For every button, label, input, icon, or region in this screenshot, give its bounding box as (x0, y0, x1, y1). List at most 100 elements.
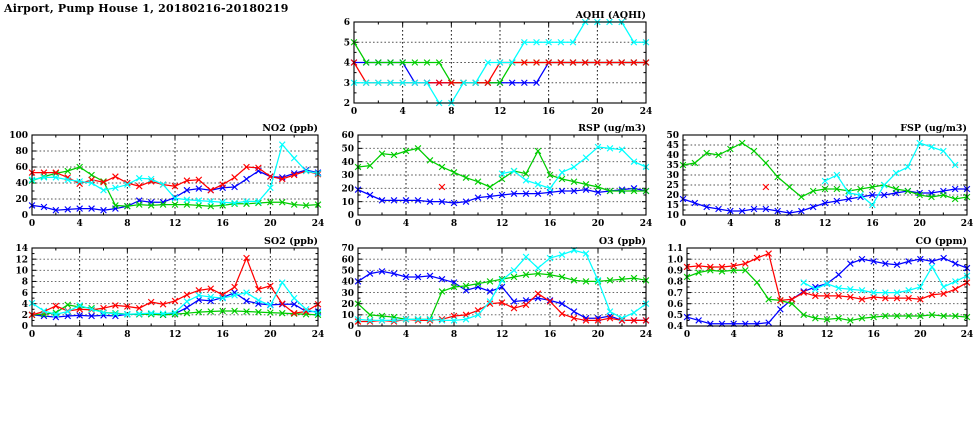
y-tick-label: 20 (666, 191, 679, 201)
series-series_1-fsp (679, 185, 971, 217)
x-tick-label: 16 (544, 219, 557, 229)
y-tick-label: 1.1 (667, 244, 683, 254)
y-tick-label: 0.4 (667, 322, 683, 332)
y-tick-label: 20 (341, 185, 354, 195)
x-tick-label: 12 (819, 219, 832, 229)
y-tick-label: 14 (15, 244, 28, 254)
x-tick-label: 8 (124, 219, 130, 229)
chart-panel-o3: O3 (ppb) 0 10 20 30 40 50 60 70 0 4 8 12 16 20 24 (332, 234, 652, 346)
y-tick-label: 35 (666, 161, 679, 171)
y-tick-label: 10 (666, 211, 679, 221)
chart-co: CO (ppm) 0.40.50.60.70.8 0.91.01.1 0 4 8 12 16 2… (667, 236, 974, 340)
y-tick-label: 60 (15, 163, 28, 173)
x-tick-label: 24 (640, 107, 653, 117)
x-tick-label: 20 (914, 330, 927, 340)
y-tick-label: 40 (666, 151, 679, 161)
y-tick-label: 10 (15, 266, 28, 276)
y-tick-label: 12 (15, 255, 28, 265)
x-tick-label: 24 (640, 219, 653, 229)
y-tick-label: 0.7 (667, 289, 683, 299)
x-tick-label: 0 (355, 330, 361, 340)
series-series_1-rsp (354, 185, 650, 207)
y-tick-label: 60 (341, 255, 354, 265)
y-tick-label: 0.8 (667, 278, 683, 288)
y-tick-label: 4 (22, 300, 28, 310)
y-tick-label: 60 (341, 131, 354, 141)
x-tick-label: 8 (451, 219, 457, 229)
chart-title-o3: O3 (ppb) (599, 236, 646, 247)
y-tick-label: 3 (344, 79, 350, 89)
x-tick-label: 16 (867, 330, 880, 340)
x-tick-label: 8 (775, 219, 781, 229)
x-tick-label: 20 (592, 219, 605, 229)
x-tick-label: 0 (355, 219, 361, 229)
y-tick-label: 45 (666, 141, 679, 151)
y-tick-label: 6 (22, 289, 28, 299)
x-tick-label: 12 (496, 330, 509, 340)
x-tick-label: 8 (124, 330, 130, 340)
x-tick-label: 4 (727, 219, 733, 229)
series-series_4-fsp (821, 139, 959, 209)
x-tick-label: 20 (264, 219, 277, 229)
chart-title-no2: NO2 (ppb) (262, 123, 318, 134)
chart-panel-aqhi: AQHI (AQHI) 2 3 4 5 6 0 4 8 12 16 20 24 (332, 8, 653, 121)
series-series_4-co (800, 263, 971, 296)
x-tick-label: 24 (961, 330, 974, 340)
chart-title-so2: SO2 (ppb) (264, 236, 318, 247)
x-tick-label: 4 (403, 219, 409, 229)
x-tick-label: 4 (77, 330, 83, 340)
series-series_2-fsp (679, 139, 971, 203)
x-tick-label: 16 (544, 330, 557, 340)
x-tick-label: 12 (496, 219, 509, 229)
chart-no2: NO2 (ppb) 0 20 40 60 80 100 0 4 8 12 16 20 24 (9, 123, 325, 229)
x-tick-label: 8 (777, 330, 783, 340)
chart-panel-co: CO (ppm) 0.4 0.5 0.6 0.7 0.8 0.9 1.0 1.1 0 4 8 12 16 2… (657, 234, 973, 346)
series-series_2-rsp (354, 145, 650, 195)
y-tick-label: 30 (666, 171, 679, 181)
y-tick-label: 4 (344, 59, 350, 69)
y-tick-label: 100 (9, 131, 28, 141)
x-tick-label: 24 (640, 330, 653, 340)
chart-panel-fsp: FSP (ug/m3) 10 15 20 25 30 35 40 45 50 0 4 8 12 16 20 24 (657, 121, 973, 233)
page-title: Airport, Pump House 1, 20180216-20180219 (4, 2, 289, 15)
x-tick-label: 0 (29, 330, 35, 340)
y-tick-label: 10 (341, 311, 354, 321)
x-tick-label: 20 (592, 330, 605, 340)
x-tick-label: 12 (494, 107, 507, 117)
y-tick-label: 50 (341, 266, 354, 276)
y-tick-label: 10 (341, 198, 354, 208)
y-tick-label: 0 (348, 322, 354, 332)
x-tick-label: 0 (351, 107, 357, 117)
y-tick-label: 1.0 (667, 255, 683, 265)
chart-rsp: RSP (ug/m3) 0 10 20 30 40 50 60 0 4 8 12 16 20 24 (341, 123, 653, 229)
y-tick-label: 0.6 (667, 300, 683, 310)
x-tick-label: 8 (451, 330, 457, 340)
x-tick-label: 16 (216, 219, 229, 229)
y-tick-label: 2 (344, 99, 350, 109)
y-tick-label: 0.9 (667, 266, 683, 276)
series-series_3-rsp (438, 183, 446, 191)
series-series_4-no2 (28, 141, 322, 207)
x-tick-label: 12 (821, 330, 834, 340)
y-tick-label: 0.5 (667, 311, 683, 321)
x-tick-label: 24 (312, 330, 325, 340)
x-tick-label: 24 (312, 219, 325, 229)
chart-panel-no2: NO2 (ppb) 0 20 40 60 80 100 0 4 8 12 16 20 24 (2, 121, 324, 233)
x-tick-label: 16 (866, 219, 879, 229)
y-tick-label: 20 (341, 300, 354, 310)
y-tick-label: 8 (22, 278, 28, 288)
y-tick-label: 70 (341, 244, 354, 254)
y-tick-label: 20 (15, 195, 28, 205)
y-tick-label: 6 (344, 18, 350, 28)
chart-title-co: CO (ppm) (916, 236, 967, 247)
series-series_4-rsp (498, 143, 650, 192)
x-tick-label: 12 (169, 219, 182, 229)
y-tick-label: 0 (348, 211, 354, 221)
x-tick-label: 4 (77, 219, 83, 229)
x-tick-label: 0 (29, 219, 35, 229)
y-tick-label: 80 (15, 147, 28, 157)
series-series_4-so2 (28, 279, 322, 318)
chart-panel-rsp: RSP (ug/m3) 0 10 20 30 40 50 60 0 4 8 12 16 20 24 (332, 121, 652, 233)
